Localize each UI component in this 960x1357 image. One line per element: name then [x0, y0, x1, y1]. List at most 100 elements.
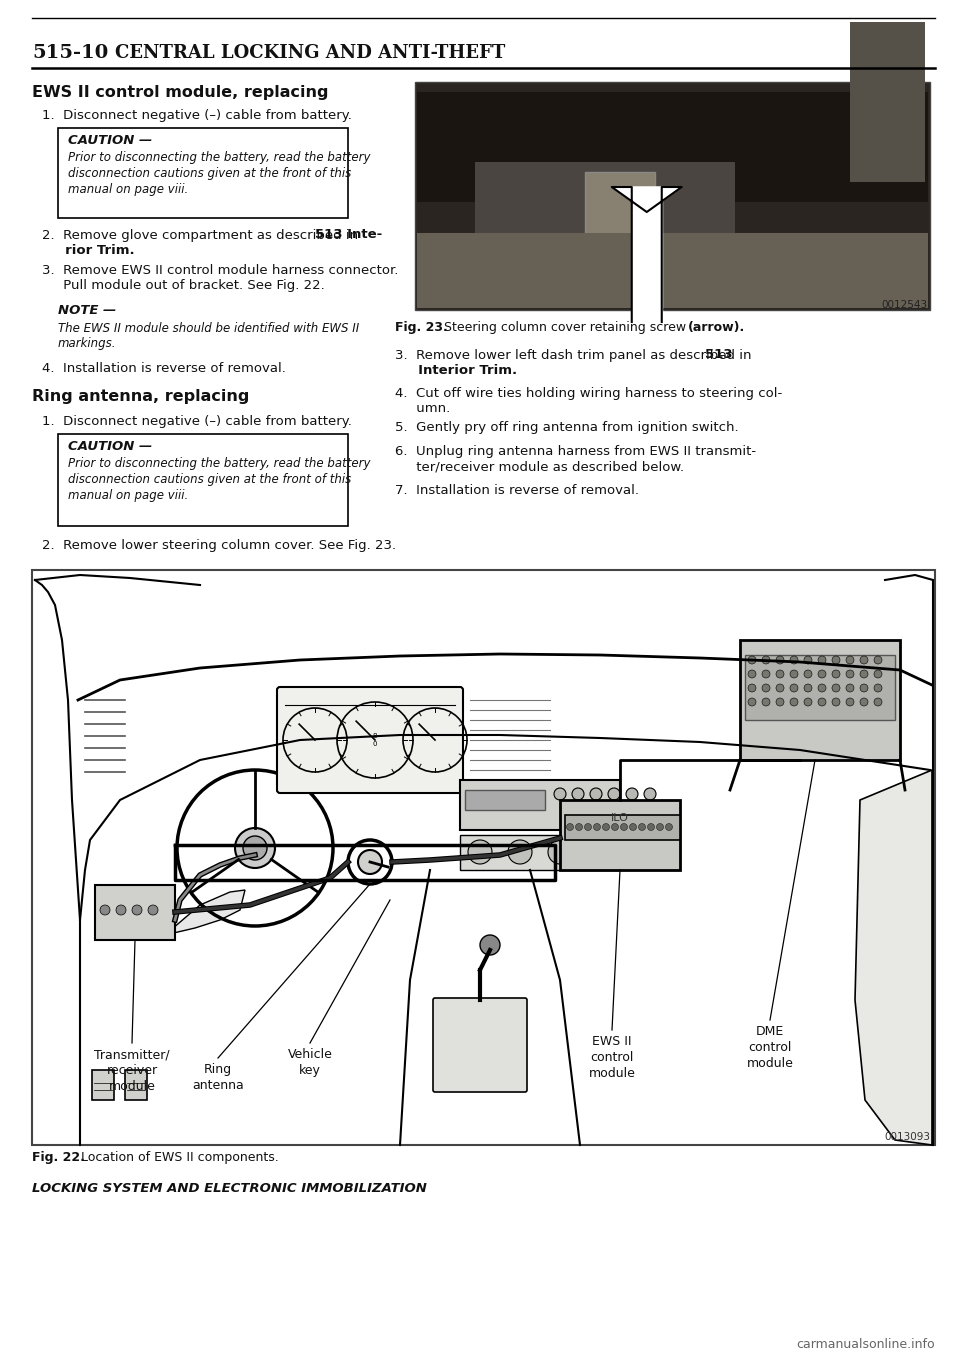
Circle shape [804, 655, 812, 664]
FancyBboxPatch shape [745, 655, 895, 721]
Circle shape [804, 684, 812, 692]
Circle shape [608, 788, 620, 801]
Text: (arrow).: (arrow). [688, 322, 745, 334]
Text: 2.  Remove lower steering column cover. See Fig. 23.: 2. Remove lower steering column cover. S… [42, 539, 396, 551]
Circle shape [804, 670, 812, 678]
Circle shape [860, 697, 868, 706]
Circle shape [776, 684, 784, 692]
Text: rior Trim.: rior Trim. [42, 244, 134, 258]
FancyBboxPatch shape [460, 780, 620, 830]
Text: 2.  Remove glove compartment as described in: 2. Remove glove compartment as described… [42, 228, 362, 242]
Circle shape [468, 840, 492, 864]
Circle shape [748, 655, 756, 664]
Polygon shape [155, 890, 245, 940]
Circle shape [790, 684, 798, 692]
Circle shape [603, 824, 610, 830]
Text: EWS II
control
module: EWS II control module [588, 1035, 636, 1080]
FancyBboxPatch shape [58, 128, 348, 218]
Circle shape [116, 905, 126, 915]
FancyBboxPatch shape [740, 641, 900, 760]
Text: Fig. 22.: Fig. 22. [32, 1152, 84, 1164]
Circle shape [832, 684, 840, 692]
Circle shape [776, 655, 784, 664]
Circle shape [620, 824, 628, 830]
Circle shape [818, 670, 826, 678]
FancyBboxPatch shape [560, 801, 680, 870]
Text: Pull module out of bracket. See Fig. 22.: Pull module out of bracket. See Fig. 22. [42, 280, 324, 293]
Text: Ring antenna, replacing: Ring antenna, replacing [32, 389, 250, 404]
Circle shape [846, 684, 854, 692]
Text: 8
0: 8 0 [372, 734, 377, 746]
Text: The EWS II module should be identified with EWS II: The EWS II module should be identified w… [58, 322, 359, 334]
Circle shape [575, 824, 583, 830]
Text: CAUTION —: CAUTION — [68, 440, 153, 452]
Text: 513: 513 [705, 349, 732, 361]
Circle shape [860, 684, 868, 692]
Text: 1.  Disconnect negative (–) cable from battery.: 1. Disconnect negative (–) cable from ba… [42, 415, 352, 429]
FancyBboxPatch shape [415, 81, 930, 309]
Text: Interior Trim.: Interior Trim. [395, 365, 517, 377]
FancyBboxPatch shape [58, 434, 348, 527]
Text: disconnection cautions given at the front of this: disconnection cautions given at the fron… [68, 167, 351, 180]
Circle shape [243, 836, 267, 860]
Circle shape [790, 697, 798, 706]
FancyBboxPatch shape [417, 92, 928, 202]
Text: 513 Inte-: 513 Inte- [315, 228, 382, 242]
Text: markings.: markings. [58, 338, 116, 350]
Circle shape [860, 655, 868, 664]
Circle shape [480, 935, 500, 955]
Circle shape [846, 655, 854, 664]
Text: 5.  Gently pry off ring antenna from ignition switch.: 5. Gently pry off ring antenna from igni… [395, 422, 738, 434]
Circle shape [762, 670, 770, 678]
Circle shape [874, 655, 882, 664]
Circle shape [358, 849, 382, 874]
Text: carmanualsonline.info: carmanualsonline.info [797, 1338, 935, 1352]
Circle shape [148, 905, 158, 915]
Circle shape [593, 824, 601, 830]
Text: EWS II control module, replacing: EWS II control module, replacing [32, 84, 328, 99]
FancyBboxPatch shape [417, 233, 928, 308]
FancyBboxPatch shape [850, 22, 925, 182]
Circle shape [762, 655, 770, 664]
Circle shape [566, 824, 573, 830]
Circle shape [776, 670, 784, 678]
Text: Prior to disconnecting the battery, read the battery: Prior to disconnecting the battery, read… [68, 457, 371, 471]
Text: 4.  Cut off wire ties holding wiring harness to steering col-: 4. Cut off wire ties holding wiring harn… [395, 387, 782, 399]
FancyBboxPatch shape [32, 570, 935, 1145]
Text: 1.  Disconnect negative (–) cable from battery.: 1. Disconnect negative (–) cable from ba… [42, 109, 352, 122]
Circle shape [590, 788, 602, 801]
Text: 515-10: 515-10 [32, 43, 108, 62]
Text: LOCKING SYSTEM AND ELECTRONIC IMMOBILIZATION: LOCKING SYSTEM AND ELECTRONIC IMMOBILIZA… [32, 1182, 427, 1194]
Circle shape [790, 655, 798, 664]
Text: Steering column cover retaining screw: Steering column cover retaining screw [440, 322, 690, 334]
Circle shape [748, 697, 756, 706]
Circle shape [235, 828, 275, 868]
Text: 4.  Installation is reverse of removal.: 4. Installation is reverse of removal. [42, 361, 286, 375]
Circle shape [762, 684, 770, 692]
Circle shape [585, 824, 591, 830]
Text: 3.  Remove lower left dash trim panel as described in: 3. Remove lower left dash trim panel as … [395, 349, 756, 361]
Circle shape [790, 670, 798, 678]
Text: Location of EWS II components.: Location of EWS II components. [77, 1152, 278, 1164]
Circle shape [657, 824, 663, 830]
Circle shape [874, 670, 882, 678]
Circle shape [874, 684, 882, 692]
Text: NOTE —: NOTE — [58, 304, 116, 316]
Circle shape [612, 824, 618, 830]
Text: ILO: ILO [612, 813, 629, 822]
Circle shape [626, 788, 638, 801]
Circle shape [818, 655, 826, 664]
Circle shape [846, 670, 854, 678]
Text: CAUTION —: CAUTION — [68, 133, 153, 147]
Circle shape [748, 670, 756, 678]
Text: Fig. 23.: Fig. 23. [395, 322, 447, 334]
Circle shape [860, 670, 868, 678]
Text: 3.  Remove EWS II control module harness connector.: 3. Remove EWS II control module harness … [42, 263, 398, 277]
Circle shape [554, 788, 566, 801]
Circle shape [832, 655, 840, 664]
Text: 6.  Unplug ring antenna harness from EWS II transmit-: 6. Unplug ring antenna harness from EWS … [395, 445, 756, 457]
Text: ter/receiver module as described below.: ter/receiver module as described below. [395, 460, 684, 474]
Circle shape [818, 684, 826, 692]
Text: 7.  Installation is reverse of removal.: 7. Installation is reverse of removal. [395, 483, 639, 497]
Circle shape [846, 697, 854, 706]
